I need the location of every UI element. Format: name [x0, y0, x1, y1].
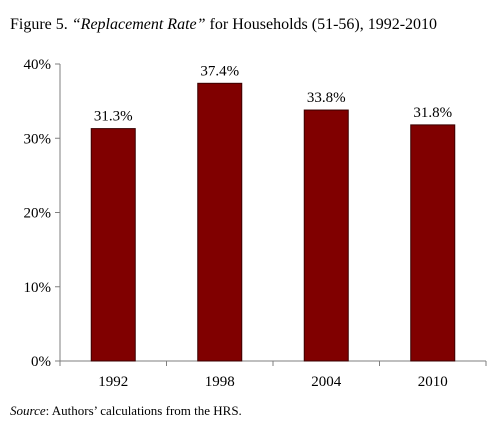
x-tick-label: 1992	[98, 374, 128, 390]
data-label: 37.4%	[200, 63, 239, 79]
bar-1998	[197, 82, 243, 362]
figure-title: Figure 5. “Replacement Rate” for Househo…	[10, 16, 437, 34]
bars-group	[90, 82, 456, 362]
figure-title-rest: for Households (51-56), 1992-2010	[205, 16, 438, 33]
y-axis-group: 0% 10% 20% 30% 40%	[24, 57, 61, 370]
bar-2010	[410, 124, 456, 362]
x-axis-group: 1992 1998 2004 2010	[59, 360, 487, 390]
source-label: Source	[10, 403, 46, 418]
data-label: 31.8%	[413, 105, 452, 121]
data-label: 33.8%	[307, 90, 346, 106]
x-tick-label: 2004	[311, 374, 342, 390]
x-tick-label: 1998	[205, 374, 235, 390]
bar-1992	[90, 128, 136, 362]
x-tick-label: 2010	[418, 374, 448, 390]
figure-title-quoted: “Replacement Rate”	[71, 16, 206, 33]
y-tick-label: 0%	[31, 354, 51, 370]
source-text: : Authors’ calculations from the HRS.	[45, 403, 242, 418]
data-label: 31.3%	[94, 109, 133, 125]
y-tick-label: 20%	[24, 206, 52, 222]
data-labels-group: 31.3% 37.4% 33.8% 31.8%	[94, 63, 452, 124]
bar-2004	[303, 109, 349, 362]
source-note: Source: Authors’ calculations from the H…	[10, 403, 242, 419]
y-tick-label: 10%	[24, 280, 52, 296]
y-tick-label: 30%	[24, 131, 52, 147]
y-tick-label: 40%	[24, 57, 52, 73]
figure-label: Figure 5.	[10, 16, 68, 33]
